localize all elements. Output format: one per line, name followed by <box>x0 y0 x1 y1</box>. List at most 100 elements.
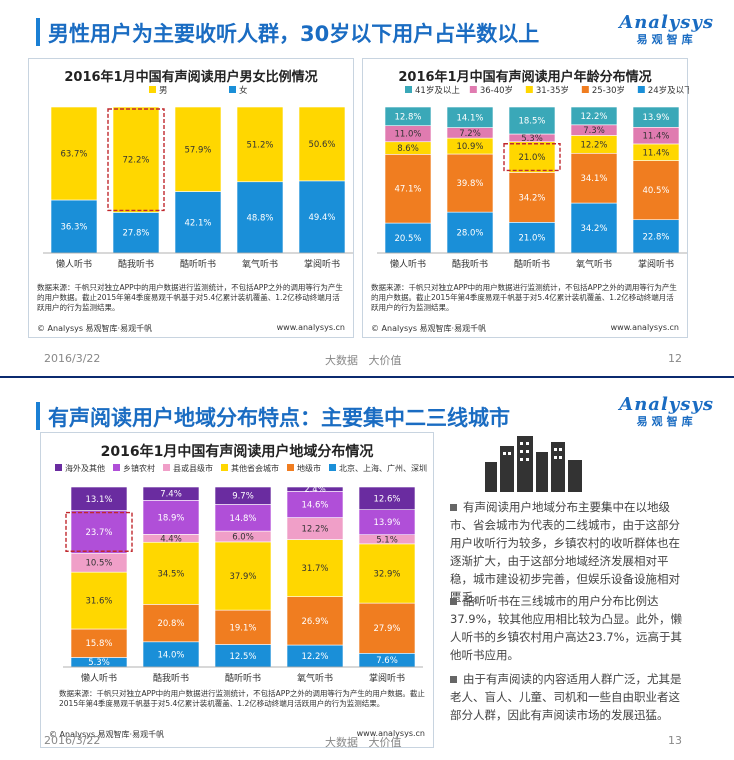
bar-segment <box>384 222 432 254</box>
category-label: 氧气听书 <box>242 258 278 270</box>
logo-cn: 易观智库 <box>636 33 697 46</box>
copyright: © Analysys 易观智库·易观千帆 <box>371 324 487 333</box>
data-label: 34.2% <box>518 193 545 203</box>
data-label: 39.8% <box>456 179 483 189</box>
legend-label: 24岁及以下 <box>648 85 689 96</box>
highlight-box <box>503 143 561 172</box>
bar-segment <box>570 106 618 126</box>
bar-segment <box>286 596 344 646</box>
data-label: 7.2% <box>459 129 481 139</box>
logo-wordmark: Analysys <box>619 12 714 33</box>
data-label: 28.0% <box>456 229 483 239</box>
data-label: 5.1% <box>376 535 398 545</box>
data-label: 20.8% <box>157 619 184 629</box>
data-label: 10.5% <box>85 559 112 569</box>
data-label: 13.1% <box>85 495 112 505</box>
data-label: 14.1% <box>456 113 483 123</box>
legend-label: 海外及其他 <box>65 463 105 473</box>
data-label: 11.4% <box>642 132 669 142</box>
data-label: 19.1% <box>229 623 256 633</box>
chart-title: 2016年1月中国有声阅读用户男女比例情况 <box>64 70 318 85</box>
bar-segment <box>286 491 344 518</box>
bar-segment <box>286 539 344 597</box>
logo-cn: 易观智库 <box>636 415 697 428</box>
data-label: 18.5% <box>518 117 545 127</box>
data-label: 22.8% <box>642 232 669 242</box>
bar-segment <box>508 106 556 135</box>
bar-segment <box>508 172 556 223</box>
bar-segment <box>508 222 556 254</box>
category-label: 酷听听书 <box>225 672 261 684</box>
legend-swatch <box>113 464 120 471</box>
bullet-3: 由于有声阅读的内容适用人群广泛，尤其是老人、盲人、儿童、司机和一些自由职业者这部… <box>450 670 690 724</box>
data-label: 14.8% <box>229 514 256 524</box>
data-label: 12.2% <box>301 652 328 662</box>
region-chart: 海外及其他 乡镇农村 县或县级市 其他省会城市 地级市 北京、上海、广州、深圳 5.3% 15… <box>55 463 427 684</box>
legend-swatch <box>55 464 62 471</box>
legend-swatch <box>329 464 336 471</box>
legend-label: 41岁及以上 <box>415 85 460 96</box>
bullet-text: 由于有声阅读的内容适用人群广泛，尤其是老人、盲人、儿童、司机和一些自由职业者这部… <box>450 672 682 722</box>
slide-date: 2016/3/22 <box>44 734 101 747</box>
bar-segment <box>142 486 200 501</box>
source-note: 数据来源：千帆只对独立APP中的用户数据进行监测统计，不包括APP之外的调用等行… <box>371 283 677 312</box>
data-label: 31.6% <box>85 597 112 607</box>
region-chart-panel: 2016年1月中国有声阅读用户地域分布情况 海外及其他 乡镇农村 县或县级市 其他省会… <box>40 432 434 748</box>
data-label: 50.6% <box>308 140 335 150</box>
legend-swatch <box>287 464 294 471</box>
bar-segment <box>214 609 272 645</box>
legend-label: 乡镇农村 <box>123 463 155 473</box>
bar-segment <box>236 181 284 254</box>
gender-chart-panel: 2016年1月中国有声阅读用户男女比例情况 男女 36.3% 63.7% 懒人听书 27… <box>28 58 354 338</box>
bullet-text: 有声阅读用户地域分布主要集中在以地级市、省会城市为代表的二线城市，由于这部分用户… <box>450 500 680 604</box>
slide-divider <box>0 376 734 378</box>
data-label: 36.3% <box>60 223 87 233</box>
chart-title: 2016年1月中国有声阅读用户年龄分布情况 <box>398 70 652 85</box>
bar-segment <box>286 486 344 492</box>
data-label: 6.0% <box>232 533 254 543</box>
data-label: 2.4% <box>304 485 326 495</box>
category-label: 酷听听书 <box>514 258 550 270</box>
legend-label: 31-35岁 <box>536 85 569 96</box>
data-label: 26.9% <box>301 617 328 627</box>
category-label: 酷我听书 <box>118 258 154 270</box>
data-label: 9.7% <box>232 492 254 502</box>
data-label: 12.2% <box>301 525 328 535</box>
highlight-box <box>107 108 165 212</box>
copyright: © Analysys 易观智库·易观千帆 <box>37 324 153 333</box>
data-label: 51.2% <box>246 140 273 150</box>
bar-segment <box>142 500 200 535</box>
legend-label: 女 <box>239 85 248 96</box>
slide-12: 男性用户为主要收听人群，30岁以下用户占半数以上 Analysys 易观智库 2… <box>0 0 734 378</box>
data-label: 12.6% <box>373 494 400 504</box>
data-label: 48.8% <box>246 213 273 223</box>
data-label: 34.5% <box>157 569 184 579</box>
analysys-logo: Analysys 易观智库 <box>619 394 714 429</box>
bar-segment <box>70 571 128 630</box>
legend-swatch <box>221 464 228 471</box>
bar-segment <box>214 504 272 532</box>
data-label: 12.8% <box>394 112 421 122</box>
source-note: 数据来源：千帆只对独立APP中的用户数据进行监测统计，不包括APP之外的调用等行… <box>37 283 343 312</box>
data-label: 63.7% <box>60 150 87 160</box>
bar-segment <box>570 202 618 254</box>
legend-swatch <box>469 86 477 93</box>
category-label: 掌阅听书 <box>369 673 405 684</box>
data-label: 14.6% <box>301 500 328 510</box>
bar-segment <box>142 604 200 643</box>
data-label: 11.0% <box>394 130 421 140</box>
legend-label: 其他省会城市 <box>231 463 279 473</box>
data-label: 11.4% <box>642 148 669 158</box>
data-label: 20.5% <box>394 234 421 244</box>
legend-swatch <box>149 86 156 93</box>
legend-label: 36-40岁 <box>480 85 513 96</box>
bullet-1: 有声阅读用户地域分布主要集中在以地级市、省会城市为代表的二线城市，由于这部分用户… <box>450 498 690 606</box>
bar-segment <box>112 106 160 213</box>
chart-legend: 男女 <box>149 85 248 96</box>
bar-segment <box>50 106 98 201</box>
bar-segment <box>384 106 432 126</box>
category-label: 懒人听书 <box>56 258 92 270</box>
data-label: 4.4% <box>160 534 182 544</box>
slide-tagline: 大数据 大价值 <box>325 354 402 367</box>
category-label: 酷我听书 <box>452 258 488 270</box>
